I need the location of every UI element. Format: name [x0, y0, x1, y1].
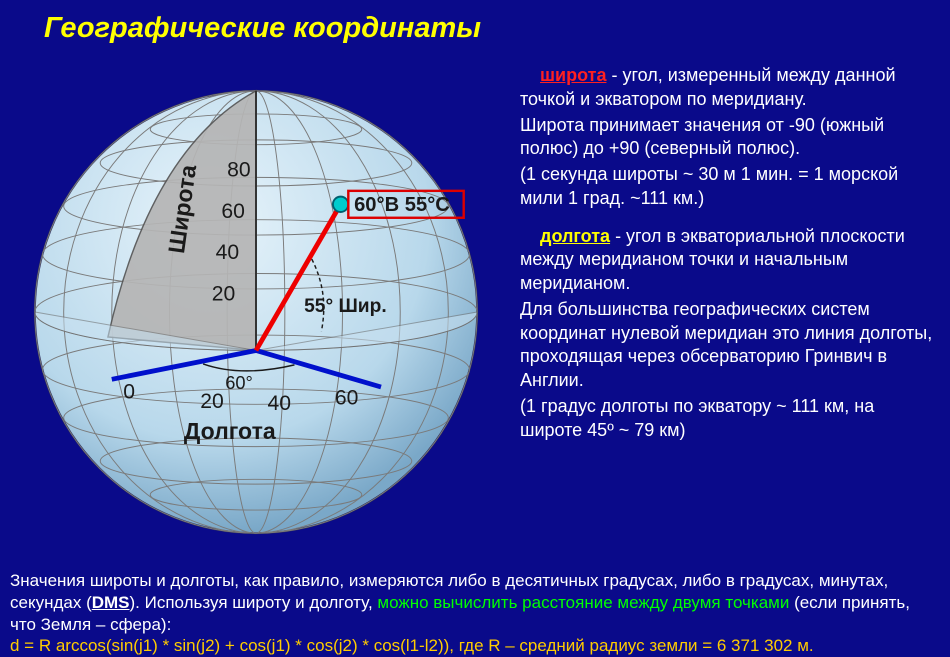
globe-diagram: 20 40 60 80 Широта 0 20 40 60 Долгота 60…: [6, 62, 506, 562]
svg-text:60: 60: [335, 386, 359, 409]
bottom-para: Значения широты и долготы, как правило, …: [10, 570, 940, 635]
lat-range-text: Широта принимает значения от -90 (южный …: [520, 114, 940, 162]
coord-point-marker: [333, 197, 348, 212]
svg-text:80: 80: [227, 158, 251, 181]
lon-info-text: Для большинства географических систем ко…: [520, 298, 940, 393]
page-title: Географические координаты: [44, 12, 481, 45]
svg-text:40: 40: [268, 392, 292, 415]
lat-angle-label: 55° Шир.: [304, 296, 387, 317]
lon-term: долгота: [540, 226, 610, 246]
globe-svg: 20 40 60 80 Широта 0 20 40 60 Долгота 60…: [6, 62, 506, 562]
svg-text:0: 0: [123, 381, 135, 404]
svg-text:20: 20: [200, 390, 224, 413]
lat-def-para: широта - угол, измеренный между данной т…: [520, 64, 940, 112]
definitions-block: широта - угол, измеренный между данной т…: [520, 64, 940, 444]
distance-phrase: можно вычислить расстояние между двумя т…: [377, 593, 789, 612]
bottom-1b: ). Используя широту и долготу,: [130, 593, 378, 612]
svg-text:20: 20: [212, 282, 236, 305]
svg-text:60: 60: [221, 200, 245, 223]
lon-units-text: (1 градус долготы по экватору ~ 111 км, …: [520, 395, 940, 443]
bottom-block: Значения широты и долготы, как правило, …: [10, 570, 940, 657]
lon-axis-label: Долгота: [184, 418, 276, 444]
lon-angle-label: 60°: [225, 372, 253, 393]
dms-term: DMS: [92, 593, 130, 612]
coord-label-text: 60°В 55°С: [354, 194, 450, 216]
lat-units-text: (1 секунда широты ~ 30 м 1 мин. = 1 морс…: [520, 163, 940, 211]
spacer: [520, 213, 940, 223]
lat-term: широта: [540, 65, 606, 85]
lon-def-para: долгота - угол в экваториальной плоскост…: [520, 225, 940, 296]
svg-text:40: 40: [216, 241, 240, 264]
